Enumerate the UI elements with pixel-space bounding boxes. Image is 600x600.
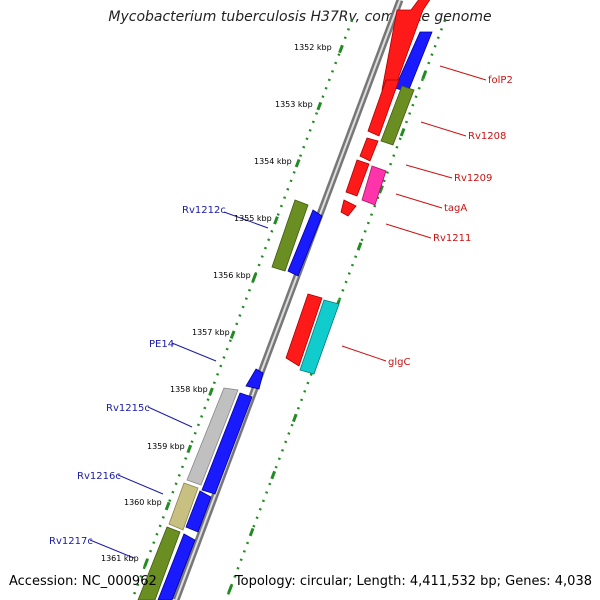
gene-rv1211-red — [340, 199, 357, 217]
gene-glgc-red — [285, 293, 323, 367]
tick-label: 1354 kbp — [254, 157, 292, 166]
gene-rv1215c-gray — [186, 387, 239, 486]
tick-label: 1356 kbp — [213, 271, 251, 280]
ruler-tick — [356, 242, 363, 251]
reverse-genes — [137, 199, 323, 600]
ruler-tick — [421, 70, 428, 80]
tick-label: 1359 kbp — [147, 442, 185, 451]
ruler-tick — [294, 158, 301, 168]
tick-label: 1358 kbp — [170, 385, 208, 394]
gene-rv1209-red2 — [345, 159, 370, 197]
ruler-tick — [338, 44, 344, 54]
gene-rv1216c-khaki — [168, 482, 199, 531]
gene-label-rv1212c[interactable]: Rv1212c — [182, 205, 226, 216]
ruler-tick — [227, 584, 233, 594]
gene-label-glgc[interactable]: glgC — [388, 357, 410, 368]
tick-label: 1361 kbp — [101, 554, 139, 563]
gene-label-rv1216c[interactable]: Rv1216c — [77, 471, 121, 482]
gene-rv1212c-blue — [287, 209, 323, 277]
gene-glgc-cyan — [299, 299, 340, 375]
gene-rv1209-red — [359, 137, 379, 162]
ruler-tick — [291, 413, 298, 423]
gene-pe14-blue — [245, 368, 264, 390]
ruler-tick — [143, 558, 149, 568]
gene-rv1216c-blue — [185, 490, 212, 533]
gene-label-rv1211[interactable]: Rv1211 — [433, 233, 471, 244]
reverse-gene-labels: Rv1212c PE14 Rv1215c Rv1216c Rv1217c — [49, 205, 226, 547]
forward-genes — [285, 0, 433, 375]
ruler-tick — [378, 185, 384, 194]
tick-label: 1355 kbp — [234, 214, 272, 223]
gene-label-rv1209[interactable]: Rv1209 — [454, 173, 492, 184]
label-leaders — [89, 65, 487, 559]
gene-rv1217c-olive — [137, 526, 181, 600]
ruler-tick — [208, 387, 214, 397]
ruler-tick — [316, 101, 323, 111]
gene-label-rv1217c[interactable]: Rv1217c — [49, 536, 93, 547]
accession-text: Accession: NC_000962 — [9, 574, 157, 589]
gene-label-rv1208[interactable]: Rv1208 — [468, 131, 506, 142]
ruler-tick — [186, 444, 193, 454]
ruler-tick — [251, 273, 258, 282]
gene-rv1215c-blue — [201, 392, 253, 495]
gene-label-folp2[interactable]: folP2 — [488, 75, 513, 86]
gene-rv1208-olive — [380, 85, 415, 146]
topology-text: Topology: circular; Length: 4,411,532 bp… — [234, 574, 592, 589]
tick-label: 1360 kbp — [124, 498, 162, 507]
gene-rv1212c-olive — [271, 199, 309, 272]
ruler-tick — [270, 470, 277, 480]
gene-taga-magenta — [361, 165, 387, 206]
tick-label: 1352 kbp — [294, 43, 332, 52]
tick-label: 1353 kbp — [275, 100, 313, 109]
backbone — [172, 0, 404, 600]
gene-rv1208-red — [367, 79, 400, 137]
gene-rv1217c-blue — [157, 533, 196, 600]
gene-label-rv1215c[interactable]: Rv1215c — [106, 403, 150, 414]
gene-label-pe14[interactable]: PE14 — [149, 339, 174, 350]
ruler-tick — [229, 330, 236, 339]
tick-labels: 1352 kbp 1353 kbp 1354 kbp 1355 kbp 1356… — [101, 43, 332, 563]
tick-label: 1357 kbp — [192, 328, 230, 337]
ruler-tick — [164, 501, 171, 511]
ruler-tick — [273, 216, 279, 225]
forward-gene-labels: folP2 Rv1208 Rv1209 tagA Rv1211 glgC — [388, 75, 513, 368]
ruler-tick — [399, 127, 406, 137]
ruler-tick — [248, 527, 255, 537]
gene-label-taga[interactable]: tagA — [444, 203, 467, 214]
